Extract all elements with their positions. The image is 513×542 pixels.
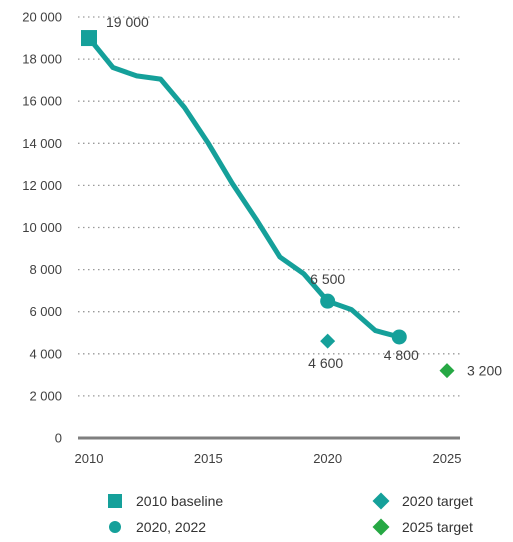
data-label: 4 600: [308, 355, 343, 371]
line-chart: 0 2 000 4 000 6 000 8 000 10 000 12 000 14 000 1…: [22, 10, 502, 467]
actual-circle-marker: [391, 329, 407, 345]
y-tick-label: 16 000: [22, 94, 62, 109]
circle-marker-icon: [104, 516, 126, 538]
actual-circle-marker: [320, 293, 336, 309]
target-diamond-marker: [320, 333, 336, 349]
legend-label-baseline: 2010 baseline: [136, 493, 224, 509]
legend-label-target-2020: 2020 target: [402, 493, 473, 509]
green-diamond-marker-icon: [370, 516, 392, 538]
y-tick-label: 0: [55, 431, 62, 446]
x-axis-ticks: 2010 2015 2020 2025: [75, 451, 462, 466]
data-label: 3 200: [467, 363, 502, 379]
marker-layer: [81, 30, 455, 379]
square-marker-icon: [104, 490, 126, 512]
diamond-marker-icon: [370, 490, 392, 512]
y-tick-label: 4 000: [29, 346, 62, 361]
series-line: [86, 35, 402, 340]
legend-item-actual: 2020, 2022: [104, 516, 206, 538]
legend: 2010 baseline 2020, 2022 2020 target 202…: [0, 486, 513, 542]
x-tick-label: 2025: [433, 451, 462, 466]
y-axis-ticks: 0 2 000 4 000 6 000 8 000 10 000 12 000 14 000 1…: [22, 10, 62, 446]
y-tick-label: 12 000: [22, 178, 62, 193]
legend-item-baseline: 2010 baseline: [104, 490, 223, 512]
x-tick-label: 2010: [75, 451, 104, 466]
data-label: 6 500: [310, 271, 345, 287]
x-tick-label: 2015: [194, 451, 223, 466]
y-tick-label: 14 000: [22, 136, 62, 151]
data-label: 4 800: [384, 347, 419, 363]
x-tick-label: 2020: [313, 451, 342, 466]
y-tick-label: 20 000: [22, 10, 62, 25]
y-tick-label: 18 000: [22, 52, 62, 67]
legend-label-actual: 2020, 2022: [136, 519, 207, 535]
y-tick-label: 6 000: [29, 304, 62, 319]
y-tick-label: 8 000: [29, 262, 62, 277]
target-diamond-marker: [439, 363, 455, 379]
data-label-layer: 19 000 6 500 4 800 4 600 3 200: [106, 14, 502, 379]
y-tick-label: 10 000: [22, 220, 62, 235]
legend-item-target-2020: 2020 target: [370, 490, 473, 512]
legend-label-target-2025: 2025 target: [402, 519, 473, 535]
data-label: 19 000: [106, 14, 149, 30]
legend-item-target-2025: 2025 target: [370, 516, 473, 538]
y-tick-label: 2 000: [29, 388, 62, 403]
gridlines: [78, 16, 460, 397]
baseline-square-marker: [81, 30, 97, 47]
